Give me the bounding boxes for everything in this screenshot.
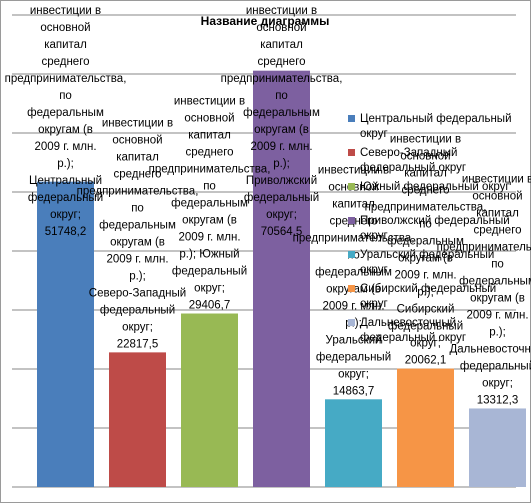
legend-swatch-3	[348, 183, 355, 190]
bar-2	[109, 352, 166, 487]
legend-entry-4: Приволжский федеральный округ	[360, 215, 510, 242]
bars	[37, 70, 526, 488]
bar-7	[469, 408, 526, 487]
bar-6	[397, 368, 454, 487]
legend-entry-1: Центральный федеральный округ	[360, 113, 512, 140]
legend-entry-5: Уральский федеральный округ	[360, 249, 494, 276]
data-label-3: инвестиции в основной капитал среднего предп…	[149, 96, 271, 312]
data-label-1: инвестиции в основной капитал среднего предп…	[5, 5, 127, 238]
legend-swatch-6	[348, 285, 355, 292]
legend-swatch-4	[348, 217, 355, 224]
legend-swatch-7	[348, 319, 355, 326]
legend-swatch-2	[348, 149, 355, 156]
bar-1	[37, 181, 94, 488]
bar-4	[253, 70, 310, 488]
legend-entry-2: Северо-Западный федеральный округ	[360, 147, 466, 174]
data-label-7: инвестиции в основной капитал среднего предп…	[437, 173, 531, 406]
bar-3	[181, 313, 238, 487]
legend-swatch-5	[348, 251, 355, 258]
chart-title: Название диаграммы	[201, 14, 330, 28]
legend-swatch-1	[348, 115, 355, 122]
data-label-4: инвестиции в основной капитал среднего предп…	[221, 5, 343, 238]
legend-entry-7: Дальневосточный федеральный округ	[360, 317, 466, 344]
legend-entry-6: Сибирский федеральный округ	[360, 283, 496, 310]
bar-5	[325, 399, 382, 487]
data-label-6: инвестиции в основной капитал среднего предп…	[365, 134, 487, 367]
legend-entry-3: Южный федеральный округ	[360, 181, 510, 193]
legend: Центральный федеральный округ Северо-Запад…	[348, 113, 512, 344]
data-label-2: инвестиции в основной капитал среднего предп…	[77, 117, 199, 350]
data-labels: инвестиции в основной капитал среднего предп…	[5, 5, 531, 406]
